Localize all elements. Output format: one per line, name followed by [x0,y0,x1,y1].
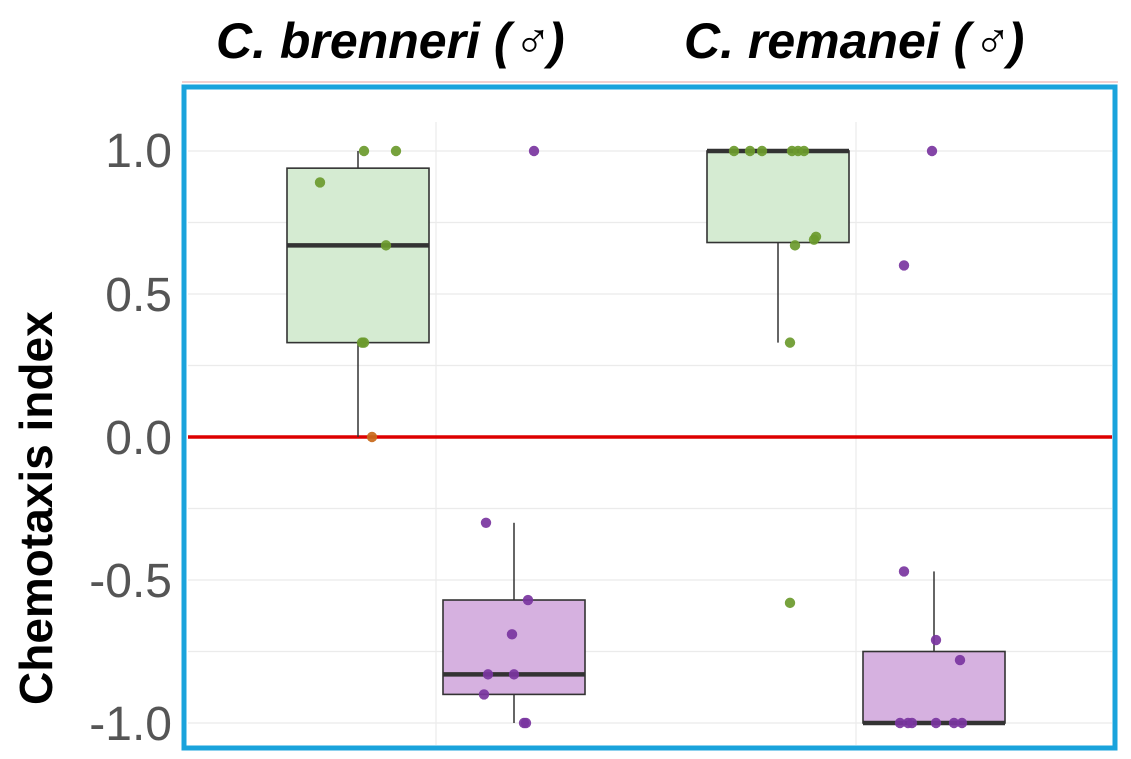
data-point [744,145,756,157]
box-iqr [286,167,430,344]
data-point [506,629,518,640]
data-point [366,431,378,443]
data-point [522,594,534,606]
data-point [906,717,918,729]
data-point [756,145,768,157]
data-point [314,177,326,188]
data-point [954,654,966,666]
data-point [926,145,938,157]
data-point [898,566,910,577]
data-point [390,145,402,157]
title-brenneri: C. brenneri (♂) [216,13,565,69]
data-point [358,145,370,157]
data-point [784,597,796,609]
data-point [930,717,942,729]
data-point [898,260,910,271]
plot-frame [181,84,1118,751]
data-point [784,337,796,348]
data-point [480,517,492,528]
data-point [728,145,740,157]
y-tick-label: -0.5 [89,555,172,608]
box-iqr [442,599,586,696]
data-point [956,717,968,729]
data-point [798,145,810,157]
y-axis-label: Chemotaxis index [10,311,62,705]
data-point [528,145,540,157]
title-remanei: C. remanei (♂) [684,13,1024,69]
box-iqr [862,650,1006,724]
data-point [380,240,392,251]
y-tick-label: 0.0 [105,412,172,465]
data-point [482,669,494,680]
y-tick-label: -1.0 [89,698,172,751]
data-point [789,240,801,251]
data-point [930,634,942,646]
y-tick-label: 0.5 [105,269,172,322]
data-point [808,234,820,245]
data-point [894,717,906,729]
data-point [520,717,532,729]
data-point [358,337,370,348]
y-tick-label: 1.0 [105,125,172,178]
data-point [478,689,490,700]
data-points [314,145,968,729]
box-iqr [706,150,850,244]
data-point [508,669,520,680]
data-point [948,717,960,729]
